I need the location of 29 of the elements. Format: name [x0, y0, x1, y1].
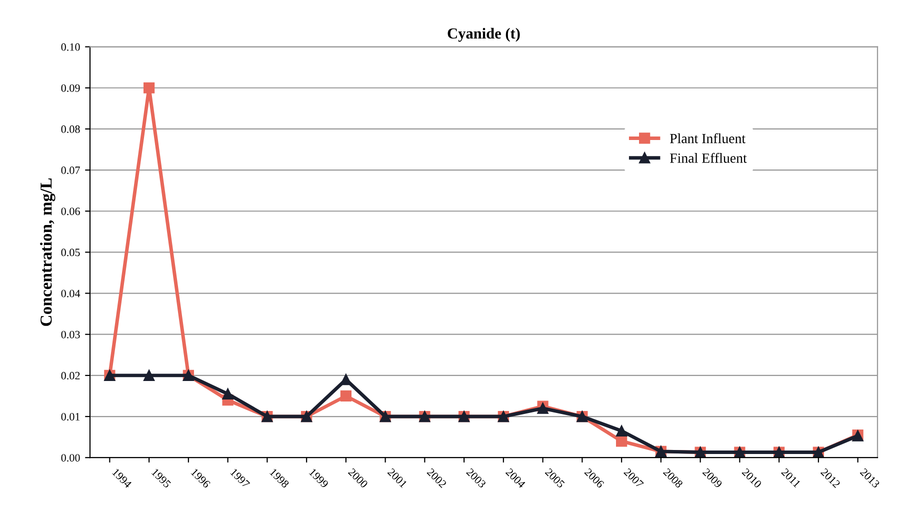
x-tick-label: 1997 — [230, 468, 250, 488]
point — [222, 388, 234, 400]
x-tick-label: 1998 — [269, 468, 290, 488]
x-tick-label: 1996 — [190, 468, 211, 488]
y-tick-label: 0.07 — [61, 166, 80, 174]
legend-label: Plant Influent — [670, 133, 746, 144]
point — [616, 425, 628, 436]
y-axis-title: Concentration, mg/L — [40, 178, 56, 326]
y-tick-label: 0.09 — [61, 84, 80, 92]
y-tick-label: 0.04 — [61, 290, 80, 298]
point — [340, 374, 352, 386]
x-tick-label: 1994 — [112, 468, 132, 488]
x-tick-label: 1995 — [151, 468, 172, 488]
y-tick-label: 0.00 — [61, 454, 80, 462]
y-tick-label: 0.01 — [61, 412, 80, 421]
y-tick-label: 0.08 — [61, 125, 80, 133]
point — [144, 82, 155, 94]
y-tick-label: 0.03 — [61, 330, 80, 338]
y-tick-label: 0.05 — [61, 248, 80, 256]
chart-title: Cyanide (t) — [448, 28, 520, 42]
point — [144, 370, 155, 381]
y-tick-label: 0.06 — [61, 208, 80, 216]
y-tick-label: 0.02 — [61, 372, 80, 380]
x-tick-label: 2007 — [624, 468, 644, 488]
point — [616, 436, 628, 447]
y-tick-label: 0.10 — [61, 43, 80, 51]
point — [340, 390, 352, 402]
x-tick-label: 1999 — [308, 468, 329, 488]
legend-label: Final Effluent — [670, 152, 747, 163]
